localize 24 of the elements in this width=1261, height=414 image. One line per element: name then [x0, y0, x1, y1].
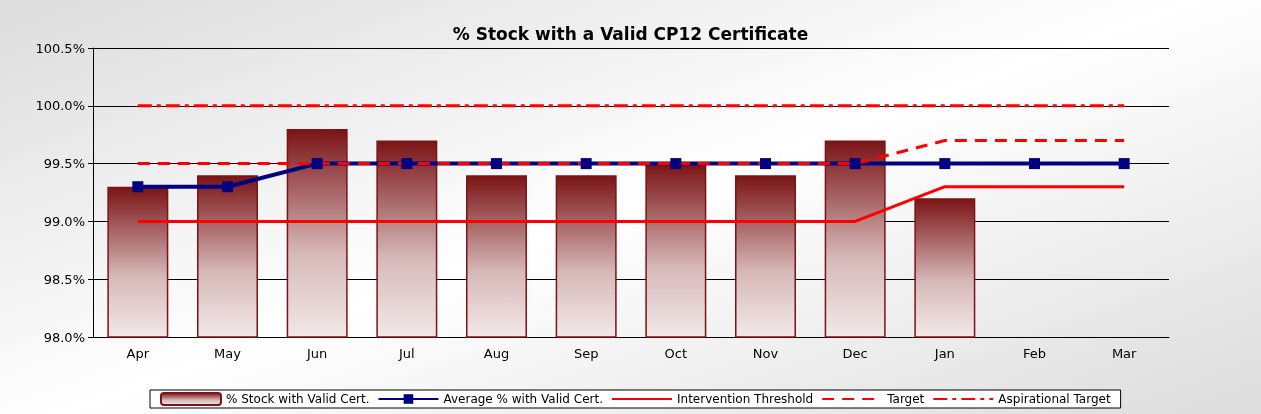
- legend-label: Intervention Threshold: [676, 392, 814, 406]
- x-tick-label: Dec: [842, 346, 868, 361]
- x-tick-label: Sep: [573, 346, 599, 361]
- y-tick-label: 98.5%: [43, 271, 85, 287]
- y-tick-label: 99.0%: [43, 213, 85, 229]
- x-tick-label: Jul: [397, 346, 415, 361]
- x-tick-label: Jan: [933, 346, 955, 361]
- legend-label: Aspirational Target: [998, 392, 1111, 406]
- x-tick-label: Aug: [483, 346, 510, 361]
- y-tick-label: 99.5%: [43, 156, 85, 172]
- x-tick-label: Mar: [1111, 346, 1138, 361]
- y-tick-label: 100.0%: [35, 98, 85, 114]
- x-tick-label: Nov: [752, 346, 779, 361]
- y-tick-label: 100.5%: [35, 40, 85, 56]
- x-tick-label: Feb: [1022, 346, 1047, 361]
- y-tick-label: 98.0%: [43, 329, 85, 345]
- legend-label: Target: [886, 392, 925, 406]
- legend-label: % Stock with Valid Cert.: [226, 392, 370, 406]
- legend-label: Average % with Valid Cert.: [443, 392, 603, 406]
- x-tick-label: Apr: [126, 346, 150, 361]
- x-tick-label: Oct: [664, 346, 688, 361]
- x-tick-label: May: [214, 346, 242, 361]
- x-tick-label: Jun: [306, 346, 328, 361]
- chart-title: % Stock with a Valid CP12 Certificate: [452, 23, 809, 44]
